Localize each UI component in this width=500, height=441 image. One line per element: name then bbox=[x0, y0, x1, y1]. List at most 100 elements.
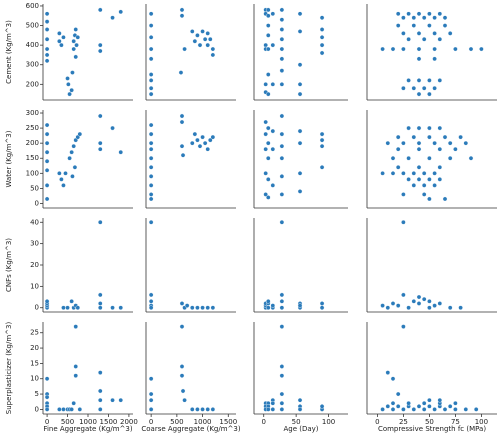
point bbox=[297, 171, 303, 176]
point bbox=[279, 56, 285, 62]
point bbox=[421, 407, 427, 412]
point bbox=[97, 42, 103, 48]
x-tick-label: 50 bbox=[425, 418, 434, 426]
point bbox=[416, 404, 422, 409]
point bbox=[263, 119, 268, 125]
point bbox=[148, 376, 154, 382]
point bbox=[210, 46, 216, 52]
point bbox=[44, 140, 50, 146]
point bbox=[66, 82, 71, 87]
y-tick-label: 0 bbox=[35, 405, 39, 413]
point bbox=[195, 137, 200, 143]
point bbox=[421, 400, 427, 406]
point bbox=[279, 113, 285, 119]
point bbox=[148, 292, 154, 298]
point bbox=[380, 303, 385, 308]
y-axis-label: Cement (Kg/m^3) bbox=[5, 20, 13, 84]
point bbox=[270, 400, 276, 406]
point bbox=[427, 397, 432, 403]
point bbox=[73, 373, 79, 378]
y-tick-label: 40 bbox=[30, 218, 39, 226]
point bbox=[432, 31, 437, 36]
y-axis-label: CNFs (Kg/m^3) bbox=[5, 238, 13, 292]
point bbox=[395, 23, 401, 28]
point bbox=[395, 146, 401, 152]
y-axis-label: Water (Kg/m^3) bbox=[5, 130, 13, 187]
y-tick-label: 300 bbox=[26, 109, 39, 117]
point bbox=[390, 376, 396, 382]
point bbox=[406, 155, 411, 161]
point bbox=[270, 42, 276, 48]
point bbox=[279, 131, 285, 137]
point bbox=[395, 11, 401, 17]
point bbox=[65, 76, 70, 81]
point bbox=[442, 196, 448, 202]
point bbox=[97, 48, 103, 54]
point bbox=[97, 301, 103, 306]
point bbox=[205, 146, 211, 152]
point bbox=[110, 15, 115, 21]
point bbox=[421, 36, 427, 42]
point bbox=[67, 91, 72, 97]
point bbox=[182, 46, 187, 52]
point bbox=[73, 364, 79, 369]
point bbox=[148, 164, 154, 170]
point bbox=[319, 35, 325, 40]
point bbox=[453, 407, 458, 412]
point bbox=[67, 155, 72, 161]
point bbox=[205, 407, 211, 412]
y-tick-label: 500 bbox=[26, 22, 39, 30]
point bbox=[427, 11, 432, 17]
point bbox=[148, 122, 154, 128]
point bbox=[148, 155, 154, 161]
point bbox=[205, 305, 211, 311]
point bbox=[44, 122, 50, 128]
point bbox=[427, 78, 432, 83]
point bbox=[385, 404, 391, 409]
point bbox=[148, 146, 154, 152]
y-tick-label: 0 bbox=[35, 304, 39, 312]
point bbox=[44, 149, 50, 155]
point bbox=[401, 46, 406, 52]
point bbox=[148, 407, 154, 412]
point bbox=[279, 400, 285, 406]
point bbox=[148, 219, 154, 225]
point bbox=[97, 146, 103, 152]
point bbox=[421, 15, 427, 21]
point bbox=[427, 404, 432, 409]
y-tick-label: 5 bbox=[35, 390, 39, 398]
x-tick-label: 1500 bbox=[100, 418, 118, 426]
point bbox=[73, 54, 79, 60]
point bbox=[44, 11, 50, 17]
point bbox=[270, 303, 276, 308]
point bbox=[279, 407, 285, 412]
point bbox=[421, 192, 427, 197]
y-tick-label: 25 bbox=[30, 329, 39, 337]
point bbox=[210, 134, 216, 140]
x-axis-label: Compressive Strength fc (MPa) bbox=[378, 425, 486, 433]
point bbox=[200, 134, 205, 140]
point bbox=[401, 31, 406, 36]
point bbox=[319, 143, 325, 149]
point bbox=[71, 400, 76, 406]
y-tick-label: 0 bbox=[35, 199, 39, 207]
point bbox=[319, 131, 325, 137]
point bbox=[411, 23, 417, 28]
point bbox=[148, 196, 154, 202]
point bbox=[118, 397, 124, 403]
point bbox=[432, 303, 437, 308]
x-tick-label: 25 bbox=[399, 418, 408, 426]
point bbox=[180, 388, 186, 394]
point bbox=[44, 168, 50, 173]
point bbox=[148, 35, 154, 40]
point bbox=[265, 46, 271, 52]
point bbox=[148, 46, 154, 52]
point bbox=[319, 27, 325, 32]
point bbox=[148, 91, 154, 97]
y-tick-label: 50 bbox=[30, 184, 39, 192]
point bbox=[61, 35, 66, 40]
point bbox=[265, 407, 271, 412]
y-tick-label: 10 bbox=[30, 282, 39, 290]
point bbox=[421, 85, 427, 91]
